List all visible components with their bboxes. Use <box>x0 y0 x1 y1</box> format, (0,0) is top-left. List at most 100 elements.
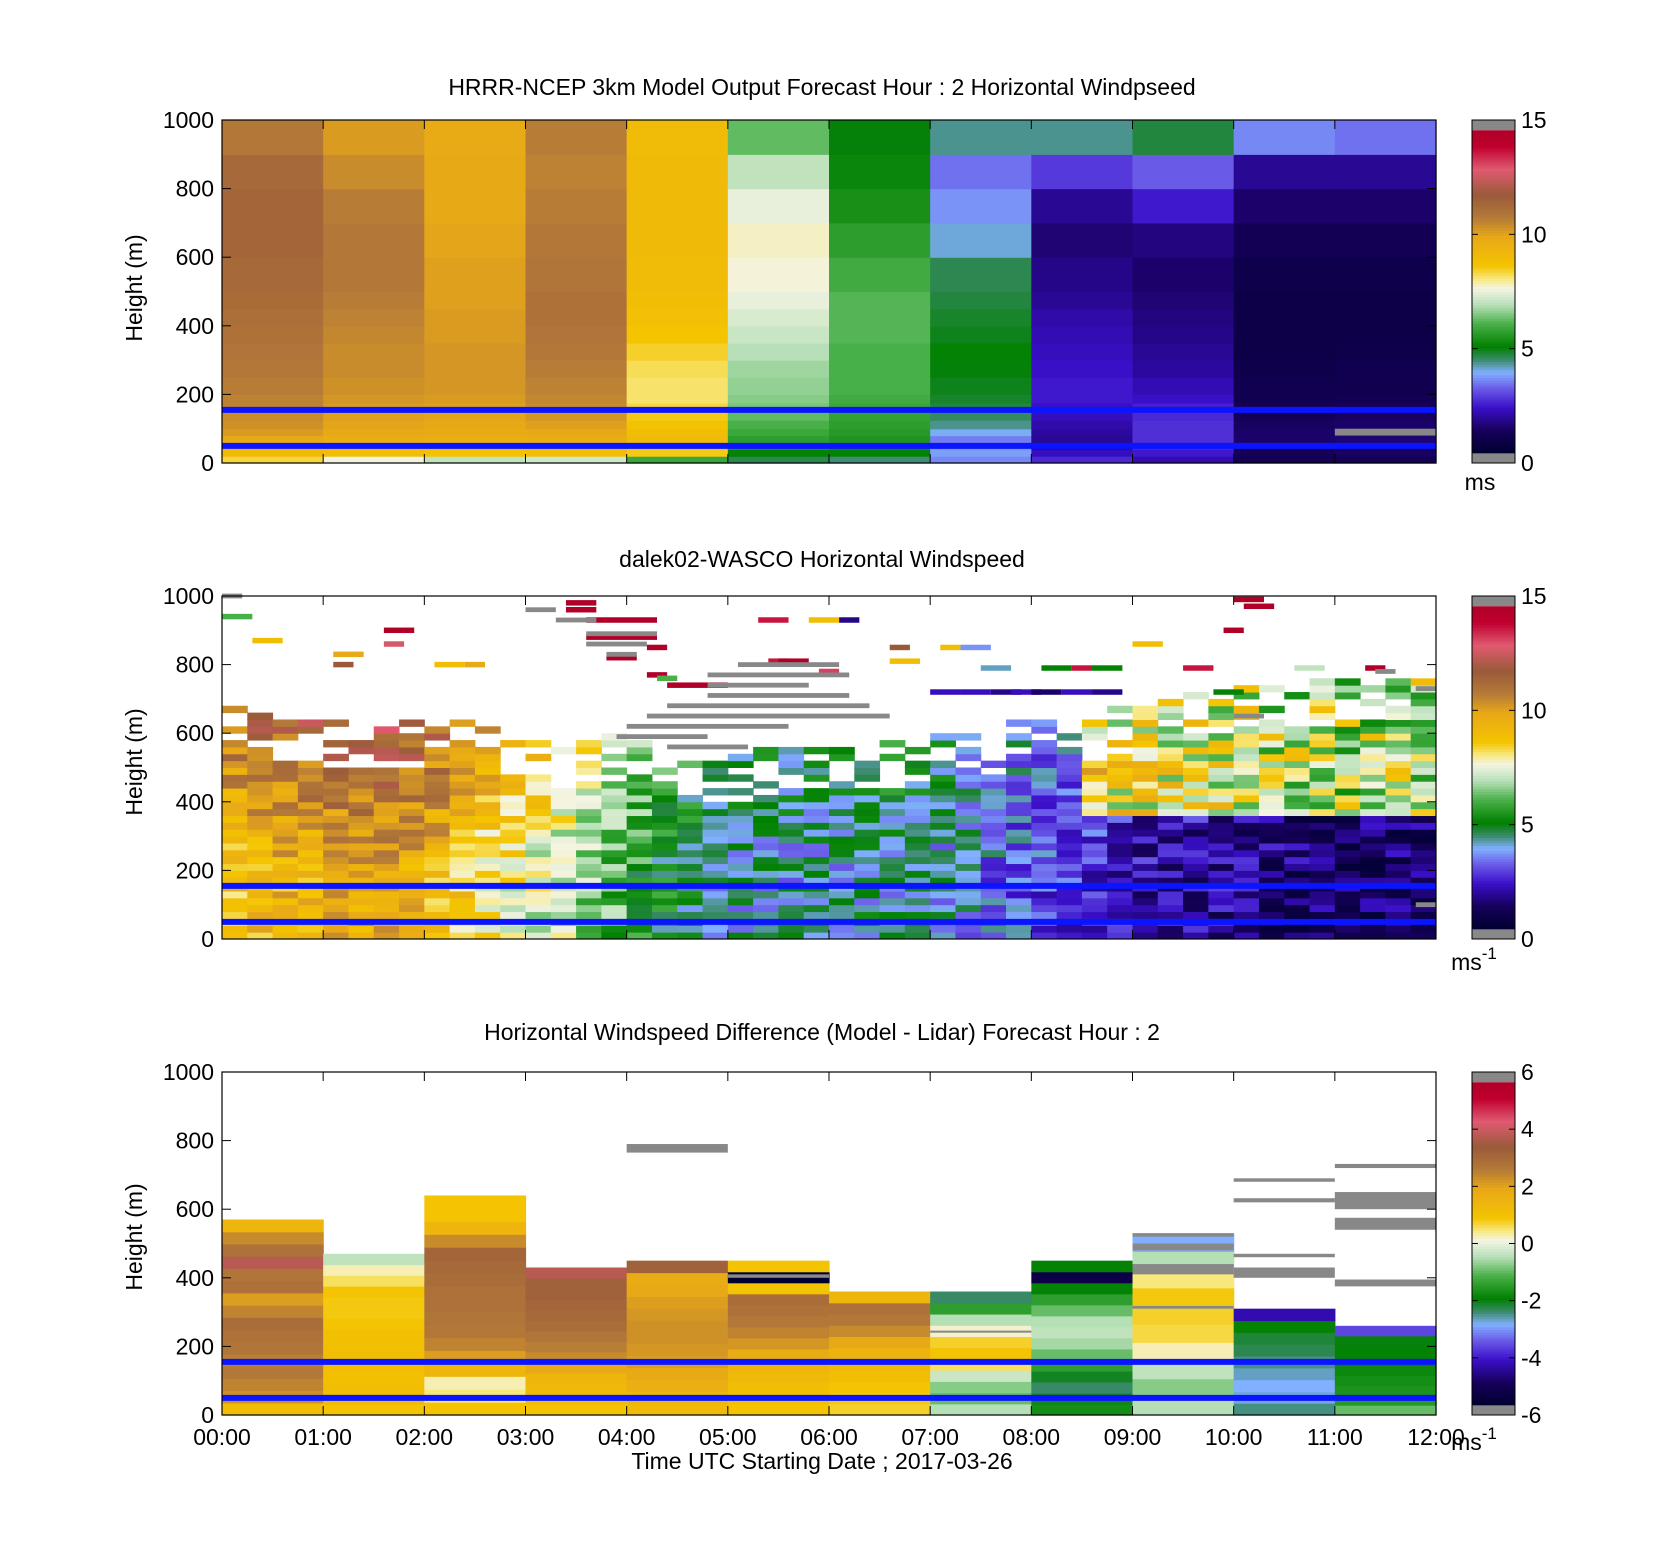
lidar-cell <box>1132 746 1159 755</box>
lidar-cell <box>1410 794 1437 803</box>
colorbar-segment <box>1472 404 1515 408</box>
lidar-cell <box>702 911 729 919</box>
colorbar-segment <box>1472 353 1515 357</box>
difference-cell <box>1233 1403 1336 1416</box>
colorbar-segment <box>1472 132 1515 137</box>
model-cell <box>222 449 324 457</box>
lidar-cell <box>753 856 779 865</box>
lidar-cell <box>1360 794 1386 803</box>
model-cell <box>626 291 729 310</box>
model-cell <box>829 342 931 361</box>
lidar-cell <box>1208 822 1235 830</box>
lidar-cell <box>1309 870 1336 878</box>
lidar-cell <box>373 746 400 755</box>
lidar-cell <box>222 877 248 885</box>
model-cell <box>1334 291 1437 310</box>
lidar-cell <box>601 904 628 913</box>
lidar-cell <box>1157 733 1184 741</box>
lidar-cell <box>1309 808 1336 817</box>
lidar-cell <box>626 774 653 782</box>
lidar-cell <box>854 856 881 865</box>
lidar-cell <box>424 870 451 878</box>
colorbar-segment <box>1472 678 1515 683</box>
lidar-cell <box>1157 842 1184 851</box>
lidar-cell <box>1107 856 1133 865</box>
lidar-cell <box>297 829 324 837</box>
lidar-cell <box>854 877 881 885</box>
model-cell <box>424 428 527 437</box>
colorbar-segment <box>1472 294 1515 298</box>
colorbar-segment <box>1472 1372 1515 1376</box>
lidar-cell <box>399 877 425 885</box>
lidar-cell <box>247 774 274 782</box>
lidar-cell <box>1208 781 1235 789</box>
lidar-cell <box>1056 815 1083 823</box>
lidar-cell <box>449 815 476 823</box>
lidar-cell <box>1031 801 1058 810</box>
difference-cell <box>1031 1403 1134 1416</box>
difference-cell <box>424 1298 527 1313</box>
lidar-cell <box>576 870 602 878</box>
lidar-cell <box>373 801 400 810</box>
panel-model-title: HRRR-NCEP 3km Model Output Forecast Hour… <box>448 74 1195 100</box>
lidar-cell <box>323 753 349 762</box>
difference-cell <box>727 1315 830 1328</box>
colorbar-frame <box>1471 119 1516 464</box>
lidar-cell <box>904 781 931 789</box>
colorbar-segment <box>1472 864 1515 868</box>
lidar-cell <box>1385 801 1412 810</box>
colorbar-segment <box>1472 1243 1515 1247</box>
colorbar-frame <box>1471 595 1516 940</box>
lidar-cell <box>1157 698 1184 707</box>
lidar-cell <box>626 753 653 762</box>
lidar-cell <box>753 932 779 940</box>
colorbar-segment <box>1472 874 1515 879</box>
lidar-cell <box>1183 932 1209 940</box>
lidar-cell <box>753 801 779 810</box>
colorbar-segment <box>1472 1203 1515 1207</box>
lidar-cell <box>651 842 678 851</box>
lidar-cell <box>879 890 906 899</box>
lidar-cell <box>576 904 602 913</box>
lidar-cell <box>1107 890 1133 899</box>
lidar-cell <box>1360 753 1386 762</box>
lidar-cell <box>272 774 299 782</box>
model-cell <box>829 257 931 293</box>
lidar-cell <box>854 836 881 844</box>
lidar-cell <box>1006 740 1032 748</box>
lidar-cell <box>1006 890 1032 899</box>
colorbar-segment <box>1472 377 1515 381</box>
difference-cell <box>727 1403 830 1416</box>
model-cell <box>829 325 931 344</box>
lidar-cell <box>778 815 805 823</box>
model-cell <box>323 394 425 404</box>
lidar-scatter-cell <box>333 661 354 668</box>
model-cell <box>930 154 1032 190</box>
colorbar-segment <box>1472 858 1515 863</box>
colorbar-segment <box>1472 1364 1515 1368</box>
y-tick-label: 800 <box>176 652 214 678</box>
lidar-cell <box>247 781 274 789</box>
lidar-cell <box>904 849 931 858</box>
lidar-cell <box>1031 870 1058 878</box>
colorbar-segment <box>1472 721 1515 726</box>
lidar-cell <box>1410 808 1437 817</box>
missing-cell <box>555 617 597 623</box>
lidar-cell <box>1006 801 1032 810</box>
lidar-scatter-cell <box>646 672 668 678</box>
lidar-cell <box>1284 788 1311 796</box>
colorbar-segment <box>1472 261 1515 266</box>
model-cell <box>1132 257 1235 293</box>
lidar-cell <box>1056 733 1083 741</box>
lidar-cell <box>601 801 628 810</box>
lidar-cell <box>930 794 956 803</box>
colorbar-segment <box>1472 1369 1515 1374</box>
colorbar-segment <box>1472 759 1515 763</box>
colorbar-segment <box>1472 1332 1515 1336</box>
lidar-cell <box>955 836 982 844</box>
lidar-cell <box>904 897 931 906</box>
lidar-cell <box>955 801 982 810</box>
difference-cell <box>424 1402 527 1416</box>
difference-cell <box>626 1308 729 1321</box>
lidar-cell <box>222 808 248 817</box>
